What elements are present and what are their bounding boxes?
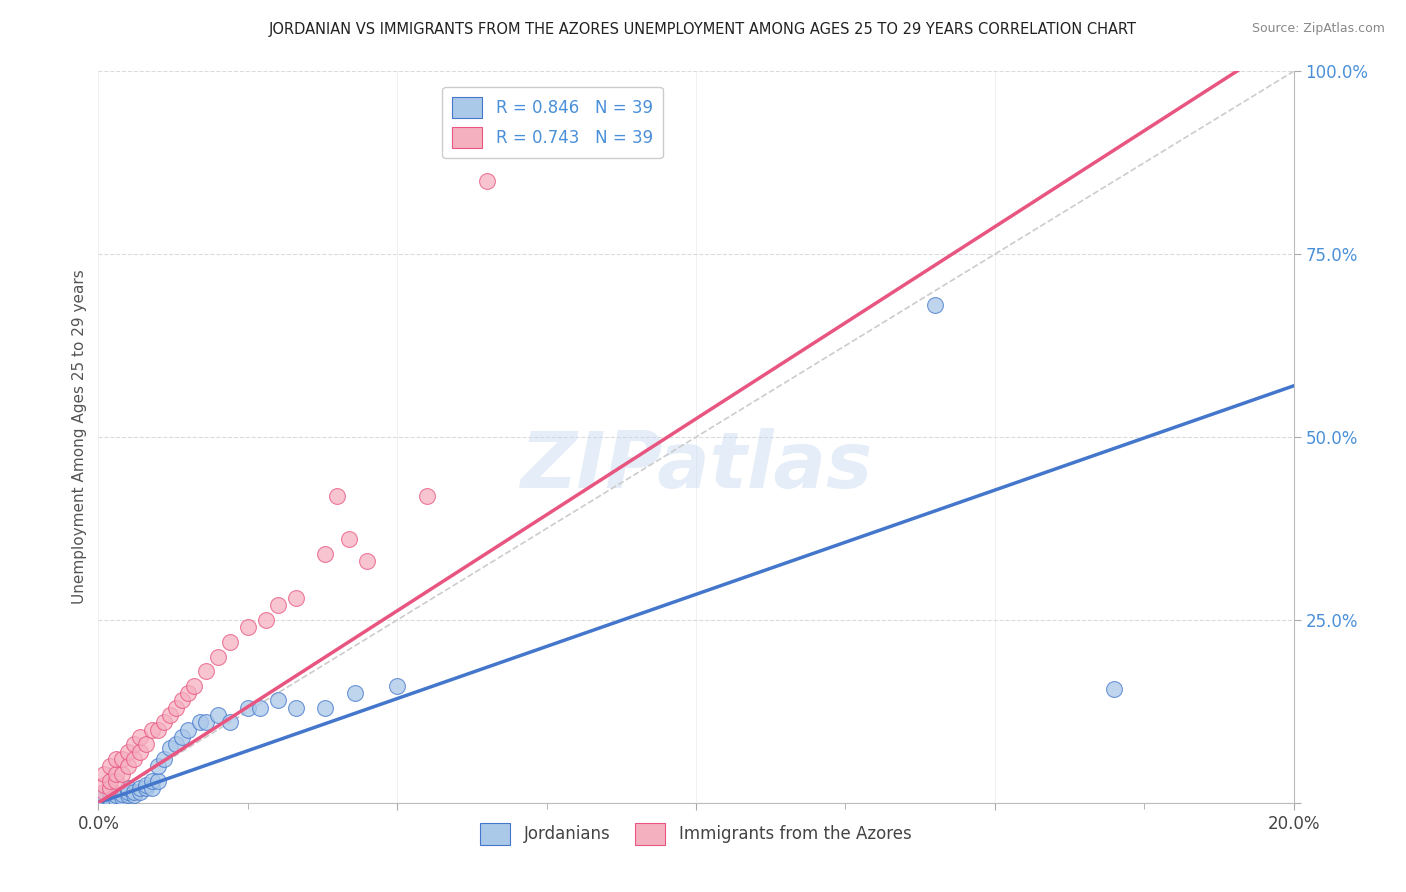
Point bbox=[195, 664, 218, 678]
Point bbox=[93, 792, 115, 806]
Point bbox=[183, 679, 205, 693]
Point bbox=[117, 745, 139, 759]
Point bbox=[219, 635, 242, 649]
Point bbox=[111, 789, 134, 804]
Point bbox=[159, 740, 181, 755]
Y-axis label: Unemployment Among Ages 25 to 29 years: Unemployment Among Ages 25 to 29 years bbox=[72, 269, 87, 605]
Point bbox=[129, 730, 152, 744]
Point bbox=[98, 781, 122, 796]
Point bbox=[93, 789, 115, 803]
Point bbox=[326, 489, 349, 503]
Point bbox=[195, 715, 218, 730]
Point bbox=[98, 792, 122, 806]
Point bbox=[111, 766, 134, 780]
Point bbox=[267, 693, 290, 707]
Point bbox=[117, 759, 139, 773]
Point bbox=[105, 773, 128, 788]
Point bbox=[172, 693, 194, 707]
Point bbox=[207, 649, 229, 664]
Point bbox=[129, 781, 152, 796]
Point bbox=[165, 700, 187, 714]
Point bbox=[135, 778, 157, 792]
Point bbox=[93, 766, 115, 780]
Point bbox=[284, 591, 307, 605]
Point bbox=[148, 759, 170, 773]
Point bbox=[141, 773, 163, 788]
Point bbox=[159, 708, 181, 723]
Point bbox=[267, 599, 290, 613]
Point bbox=[1104, 682, 1126, 697]
Point bbox=[105, 789, 128, 803]
Point bbox=[98, 785, 122, 799]
Point bbox=[105, 766, 128, 780]
Point bbox=[172, 730, 194, 744]
Point bbox=[105, 752, 128, 766]
Point bbox=[105, 792, 128, 806]
Point bbox=[254, 613, 277, 627]
Point bbox=[236, 620, 259, 634]
Point bbox=[148, 773, 170, 788]
Point bbox=[129, 745, 152, 759]
Point bbox=[141, 781, 163, 796]
Point bbox=[475, 174, 498, 188]
Text: ZIPatlas: ZIPatlas bbox=[520, 428, 872, 504]
Point bbox=[339, 533, 361, 547]
Point bbox=[93, 785, 115, 799]
Point bbox=[219, 715, 242, 730]
Point bbox=[117, 781, 139, 796]
Point bbox=[124, 752, 146, 766]
Point bbox=[236, 700, 259, 714]
Point bbox=[135, 781, 157, 796]
Point bbox=[924, 298, 946, 312]
Point bbox=[124, 785, 146, 799]
Point bbox=[284, 700, 307, 714]
Point bbox=[207, 708, 229, 723]
Point bbox=[98, 759, 122, 773]
Point bbox=[177, 686, 200, 700]
Point bbox=[153, 752, 176, 766]
Point bbox=[315, 547, 337, 561]
Point bbox=[124, 789, 146, 803]
Point bbox=[344, 686, 367, 700]
Point bbox=[124, 737, 146, 751]
Point bbox=[148, 723, 170, 737]
Point bbox=[153, 715, 176, 730]
Point bbox=[141, 723, 163, 737]
Point bbox=[111, 787, 134, 801]
Point bbox=[111, 752, 134, 766]
Text: Source: ZipAtlas.com: Source: ZipAtlas.com bbox=[1251, 22, 1385, 36]
Point bbox=[129, 785, 152, 799]
Point bbox=[188, 715, 211, 730]
Point bbox=[249, 700, 271, 714]
Legend: Jordanians, Immigrants from the Azores: Jordanians, Immigrants from the Azores bbox=[472, 815, 920, 853]
Point bbox=[165, 737, 187, 751]
Point bbox=[385, 679, 409, 693]
Text: JORDANIAN VS IMMIGRANTS FROM THE AZORES UNEMPLOYMENT AMONG AGES 25 TO 29 YEARS C: JORDANIAN VS IMMIGRANTS FROM THE AZORES … bbox=[269, 22, 1137, 37]
Point bbox=[177, 723, 200, 737]
Point bbox=[98, 773, 122, 788]
Point bbox=[135, 737, 157, 751]
Point bbox=[416, 489, 439, 503]
Point bbox=[117, 785, 139, 799]
Point bbox=[117, 789, 139, 803]
Point bbox=[315, 700, 337, 714]
Point bbox=[93, 778, 115, 792]
Point bbox=[356, 554, 378, 568]
